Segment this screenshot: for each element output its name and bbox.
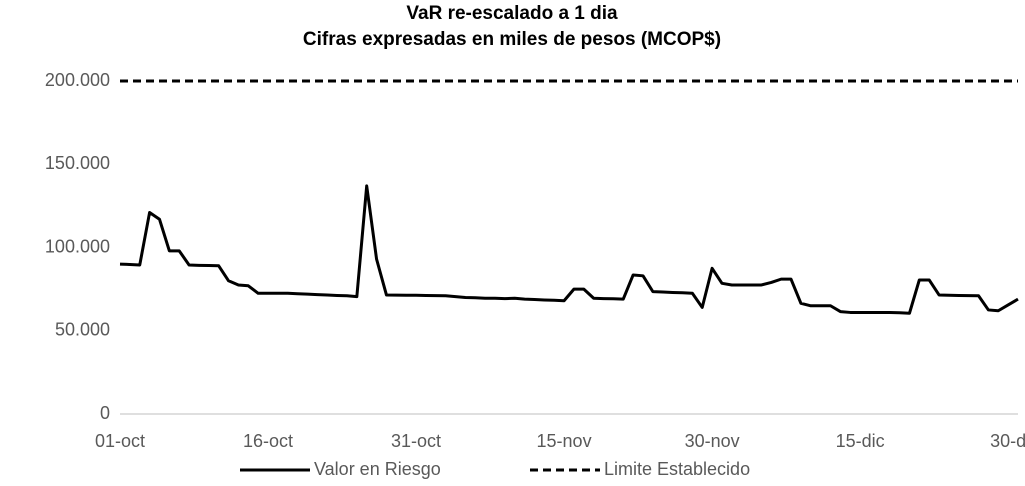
legend-label: Valor en Riesgo (314, 459, 441, 479)
x-tick-label: 31-oct (391, 431, 441, 451)
y-tick-label: 100.000 (45, 236, 110, 256)
x-tick-label: 01-oct (95, 431, 145, 451)
y-tick-label: 0 (100, 403, 110, 423)
y-tick-label: 200.000 (45, 70, 110, 90)
series-line (119, 184, 1019, 315)
x-tick-label: 15-dic (836, 431, 885, 451)
chart-title: VaR re-escalado a 1 dia (406, 3, 618, 24)
x-tick-label: 30-d (990, 431, 1025, 451)
y-tick-label: 150.000 (45, 153, 110, 173)
y-tick-label: 50.000 (55, 320, 110, 340)
x-tick-label: 30-nov (685, 431, 740, 451)
x-tick-label: 16-oct (243, 431, 293, 451)
x-tick-label: 15-nov (537, 431, 592, 451)
chart-subtitle: Cifras expresadas en miles de pesos (MCO… (303, 29, 721, 50)
legend-label: Limite Establecido (604, 459, 750, 479)
